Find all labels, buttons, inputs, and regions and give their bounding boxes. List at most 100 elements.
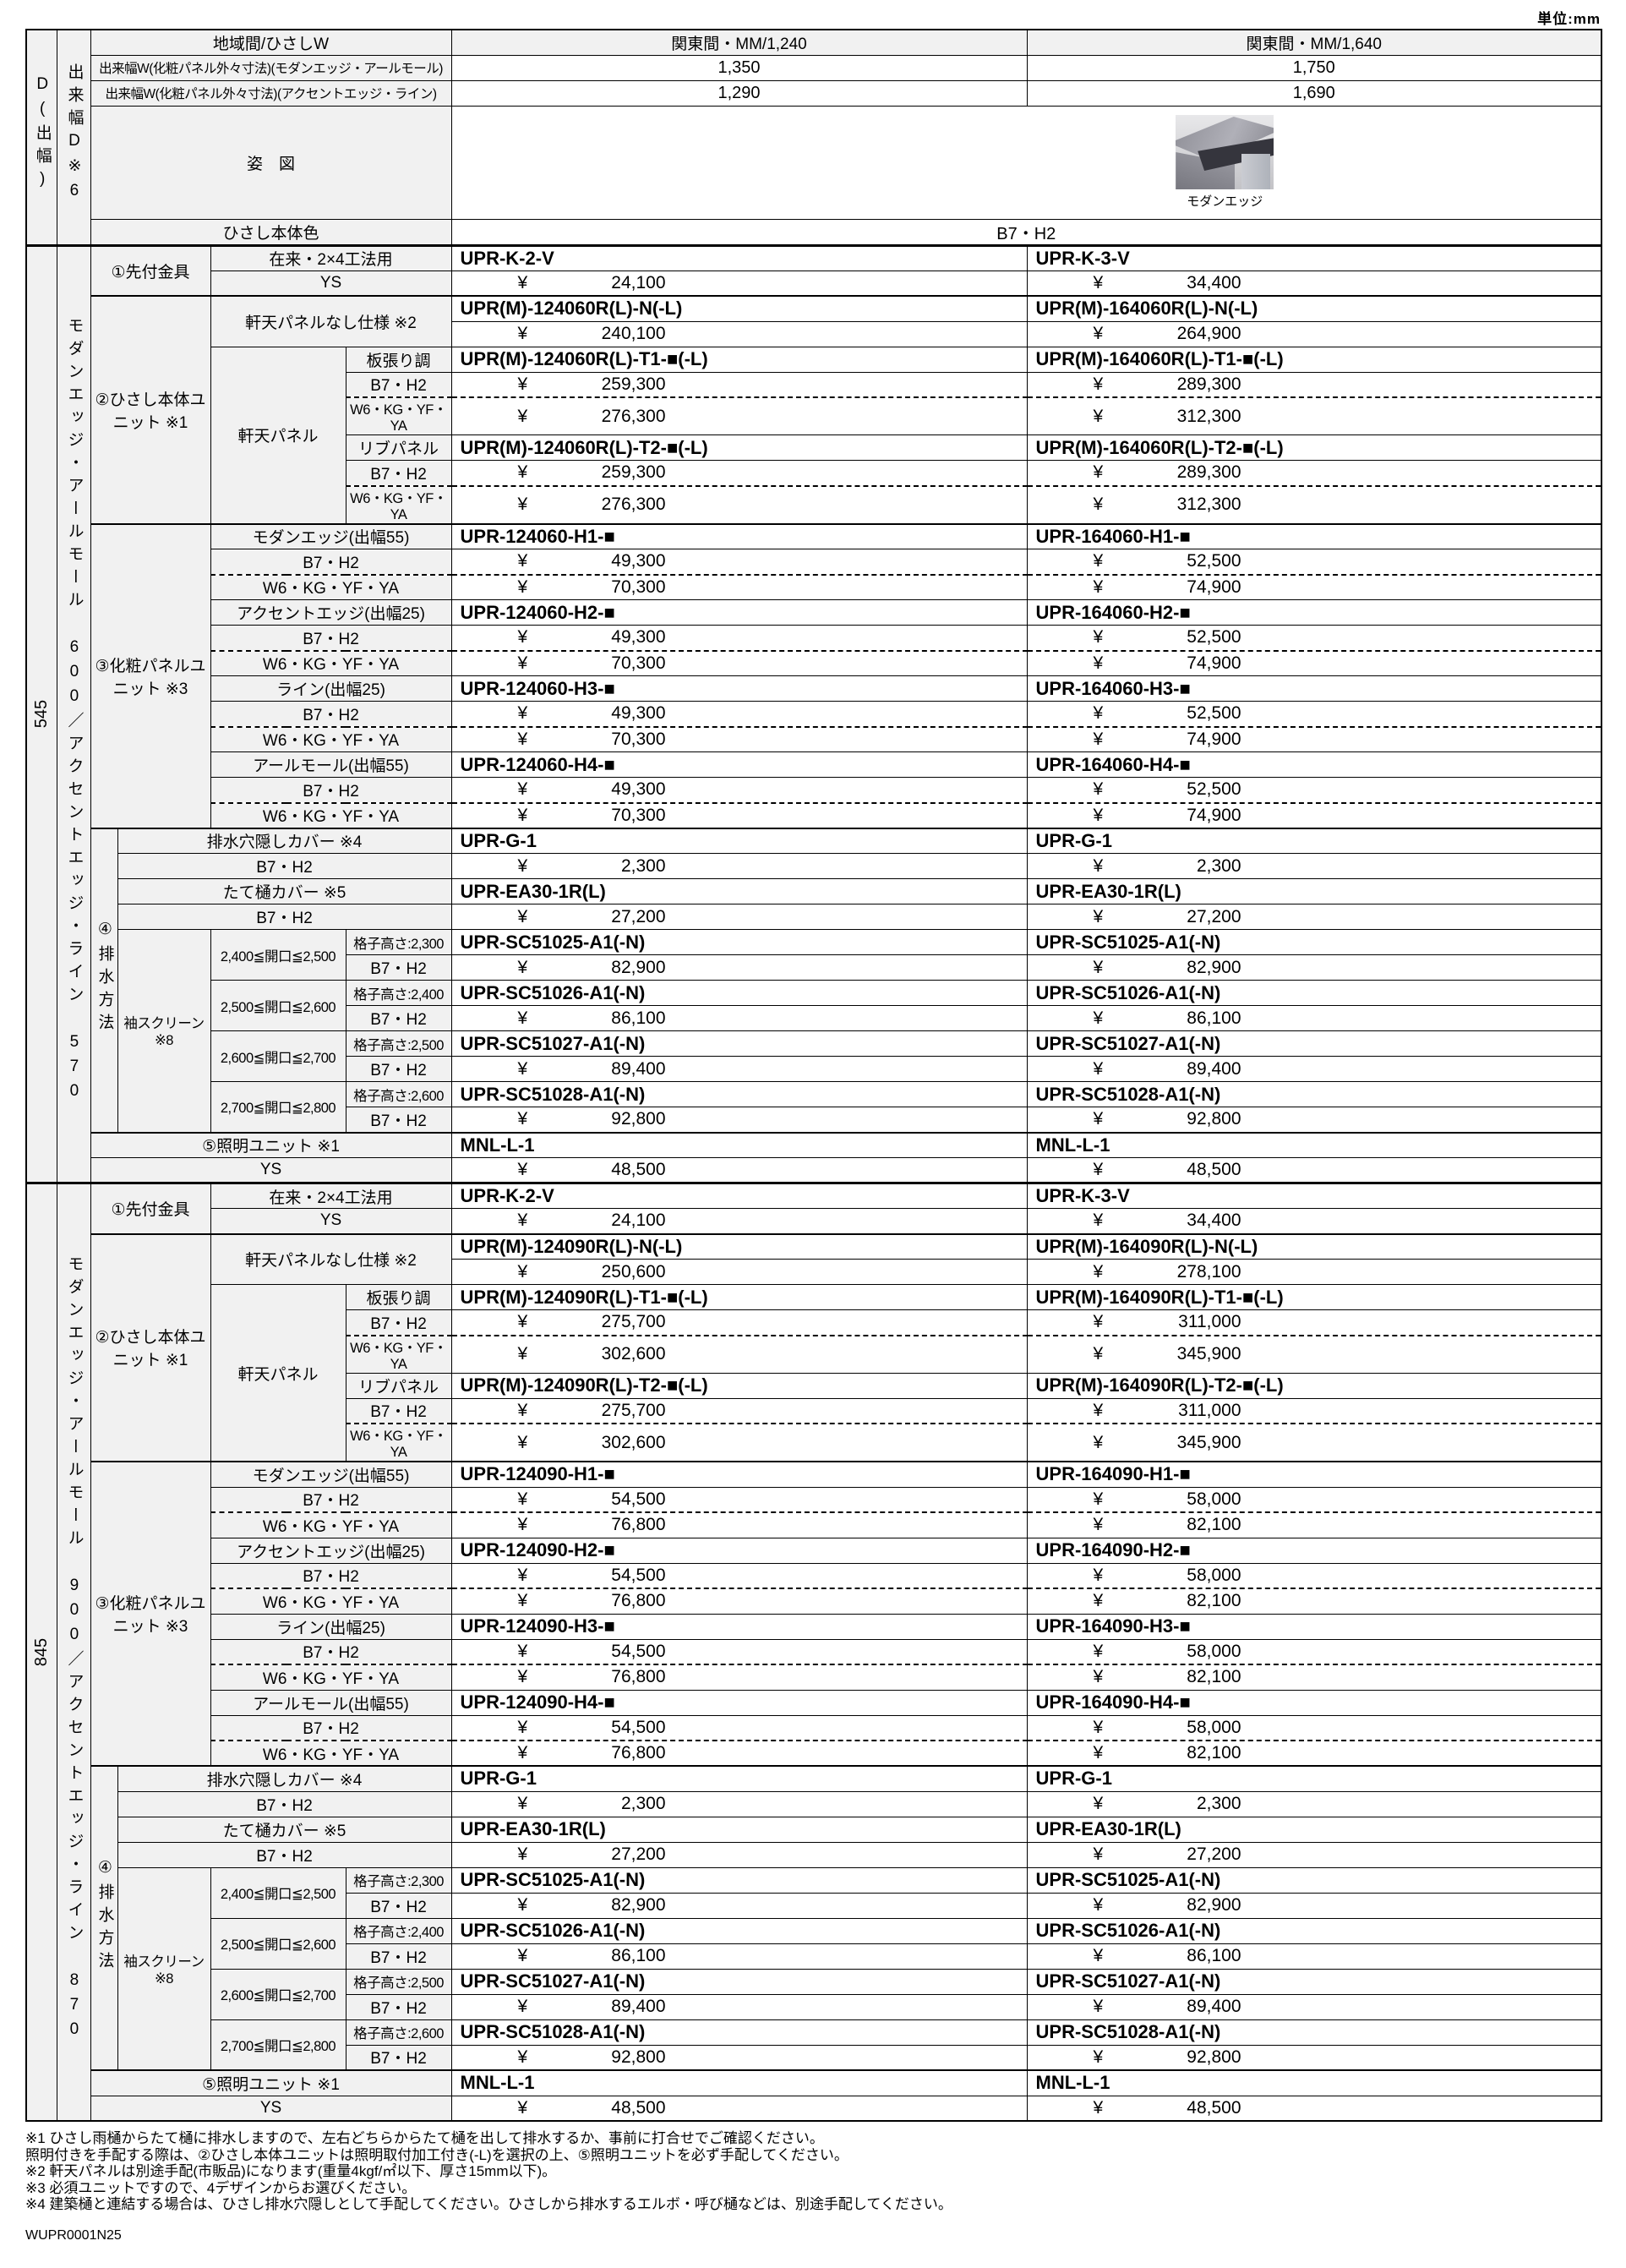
yen-sign: ¥ xyxy=(1093,805,1104,825)
table-row: B7・H2 ¥259,300 ¥289,300 xyxy=(26,460,1602,487)
price-cell: ¥86,100 xyxy=(1026,1943,1602,1970)
model-number-cell: UPR-SC51025-A1(-N) xyxy=(1026,1866,1602,1894)
price-value: 24,100 xyxy=(611,272,666,292)
price-value: 48,500 xyxy=(611,1160,666,1179)
price-cell: ¥48,500 xyxy=(450,1157,1028,1183)
label-cell: 板張り調 xyxy=(345,1284,452,1310)
price-cell: ¥70,300 xyxy=(450,726,1028,752)
table-row: B7・H2 ¥27,200 ¥27,200 xyxy=(26,904,1602,930)
price-value: 52,500 xyxy=(1187,779,1241,800)
label-cell: W6・KG・YF・YA xyxy=(210,802,452,828)
price-cell: ¥345,900 xyxy=(1026,1423,1602,1462)
model-number-cell: UPR-EA30-1R(L) xyxy=(450,1816,1028,1843)
model-number-cell: MNL-L-1 xyxy=(1026,2069,1602,2096)
yen-sign: ¥ xyxy=(517,1489,528,1509)
table-row: ③化粧パネルユニット ※3 モダンエッジ(出幅55) UPR-124060-H1-■… xyxy=(26,522,1602,828)
footnote-4: ※4 建築樋と連結する場合は、ひさし排水穴隠しとして手配してください。ひさしから… xyxy=(25,2196,952,2212)
label-cell: 格子高さ:2,600 xyxy=(345,1081,452,1107)
label-cell: アクセントエッジ(出幅25) xyxy=(210,1537,452,1564)
table-row: 2,700≦開口≦2,800 格子高さ:2,600 UPR-SC51028-A1(-… xyxy=(26,2019,1602,2071)
price-cell: ¥52,500 xyxy=(1026,549,1602,576)
yen-sign: ¥ xyxy=(517,1109,528,1129)
price-cell: ¥312,300 xyxy=(1026,485,1602,524)
model-number-cell: UPR-EA30-1R(L) xyxy=(450,878,1028,904)
price-cell: ¥2,300 xyxy=(450,1790,1028,1817)
table-row: アールモール(出幅55) UPR-124060-H4-■ UPR-164060-H4… xyxy=(26,751,1602,778)
label-cell: B7・H2 xyxy=(210,701,452,728)
price-value: 276,300 xyxy=(601,406,666,426)
model-number-cell: UPR(M)-164090R(L)-N(-L) xyxy=(1026,1232,1602,1260)
price-cell: ¥92,800 xyxy=(1026,1107,1602,1133)
price-value: 92,800 xyxy=(611,1109,666,1129)
price-value: 34,400 xyxy=(1187,1211,1241,1231)
price-value: 70,300 xyxy=(611,729,666,749)
table-row: YS ¥24,100 ¥34,400 xyxy=(26,1208,1602,1234)
price-cell: ¥89,400 xyxy=(450,1993,1028,2020)
table-row: B7・H2 ¥2,300 ¥2,300 xyxy=(26,1790,1602,1817)
label-cell: W6・KG・YF・YA xyxy=(345,1335,452,1374)
table-row: B7・H2 ¥49,300 ¥52,500 xyxy=(26,777,1602,804)
yen-sign: ¥ xyxy=(517,653,528,673)
model-number-cell: UPR-164060-H3-■ xyxy=(1026,675,1602,702)
table-row: B7・H2 ¥82,900 ¥82,900 xyxy=(26,954,1602,981)
yen-sign: ¥ xyxy=(1093,2047,1104,2067)
value-cell: 1,690 xyxy=(1026,79,1602,107)
yen-sign: ¥ xyxy=(1093,1160,1104,1179)
yen-sign: ¥ xyxy=(1093,703,1104,724)
price-value: 24,100 xyxy=(611,1211,666,1231)
model-number-cell: UPR-G-1 xyxy=(450,827,1028,854)
label-cell: W6・KG・YF・YA xyxy=(210,1740,452,1767)
model-number-cell: UPR(M)-164090R(L)-T2-■(-L) xyxy=(1026,1372,1602,1399)
table-row: YS ¥48,500 ¥48,500 xyxy=(26,2095,1602,2122)
label-cell: B7・H2 xyxy=(345,1892,452,1919)
price-cell: ¥289,300 xyxy=(1026,460,1602,487)
price-cell: ¥24,100 xyxy=(450,270,1028,297)
price-value: 49,300 xyxy=(611,703,666,724)
vertical-text: モダンエッジ・アールモール 900／アクセントエッジ・ライン 870 xyxy=(65,1255,84,2045)
yen-sign: ¥ xyxy=(517,1667,528,1687)
price-cell: ¥2,300 xyxy=(450,853,1028,879)
label-cell: 2,400≦開口≦2,500 xyxy=(210,929,346,981)
price-cell: ¥54,500 xyxy=(450,1638,1028,1665)
model-number-cell: UPR-164060-H4-■ xyxy=(1026,751,1602,778)
label-cell: 格子高さ:2,400 xyxy=(345,1917,452,1944)
price-value: 34,400 xyxy=(1187,272,1241,292)
table-row: W6・KG・YF・YA ¥70,300 ¥74,900 xyxy=(26,802,1602,828)
yen-sign: ¥ xyxy=(517,1946,528,1965)
yen-sign: ¥ xyxy=(1093,653,1104,673)
label-cell: B7・H2 xyxy=(345,1005,452,1031)
price-value: 49,300 xyxy=(611,551,666,571)
yen-sign: ¥ xyxy=(1093,374,1104,394)
label-cell: リブパネル xyxy=(345,1372,452,1399)
price-value: 289,300 xyxy=(1176,462,1241,483)
price-cell: ¥49,300 xyxy=(450,549,1028,576)
table-row: W6・KG・YF・YA ¥76,800 ¥82,100 xyxy=(26,1740,1602,1767)
table-row: B7・H2 ¥54,500 ¥58,000 xyxy=(26,1638,1602,1665)
table-row: B7・H2 ¥54,500 ¥58,000 xyxy=(26,1486,1602,1513)
vertical-header-label: モダンエッジ・アールモール 600／アクセントエッジ・ライン 570 xyxy=(56,243,91,1183)
model-number-cell: UPR-SC51027-A1(-N) xyxy=(450,1968,1028,1995)
yen-sign: ¥ xyxy=(517,1211,528,1231)
model-number-cell: UPR-K-2-V xyxy=(450,243,1028,271)
label-cell: 軒天パネルなし仕様 ※2 xyxy=(210,295,452,347)
model-number-cell: UPR(M)-124060R(L)-T2-■(-L) xyxy=(450,434,1028,461)
canopy-photo xyxy=(1176,115,1274,189)
price-cell: ¥54,500 xyxy=(450,1714,1028,1741)
value-cell: 1,350 xyxy=(450,54,1028,81)
yen-sign: ¥ xyxy=(517,1312,528,1332)
model-number-cell: UPR(M)-124090R(L)-T1-■(-L) xyxy=(450,1284,1028,1310)
model-number-cell: MNL-L-1 xyxy=(1026,1131,1602,1158)
yen-sign: ¥ xyxy=(1093,551,1104,571)
yen-sign: ¥ xyxy=(517,551,528,571)
price-cell: ¥89,400 xyxy=(450,1056,1028,1082)
price-value: 76,800 xyxy=(611,1667,666,1687)
yen-sign: ¥ xyxy=(517,1515,528,1535)
price-value: 52,500 xyxy=(1187,551,1241,571)
model-number-cell: UPR(M)-124060R(L)-N(-L) xyxy=(450,295,1028,322)
label-cell: B7・H2 xyxy=(210,549,452,576)
price-value: 54,500 xyxy=(611,1565,666,1585)
price-value: 86,100 xyxy=(611,1946,666,1965)
table-row: D(出幅) 出来幅D※6 地域間/ひさしW 関東間・MM/1,240 関東間・MM/1,… xyxy=(25,29,1602,246)
model-number-cell: UPR-SC51028-A1(-N) xyxy=(1026,2019,1602,2046)
